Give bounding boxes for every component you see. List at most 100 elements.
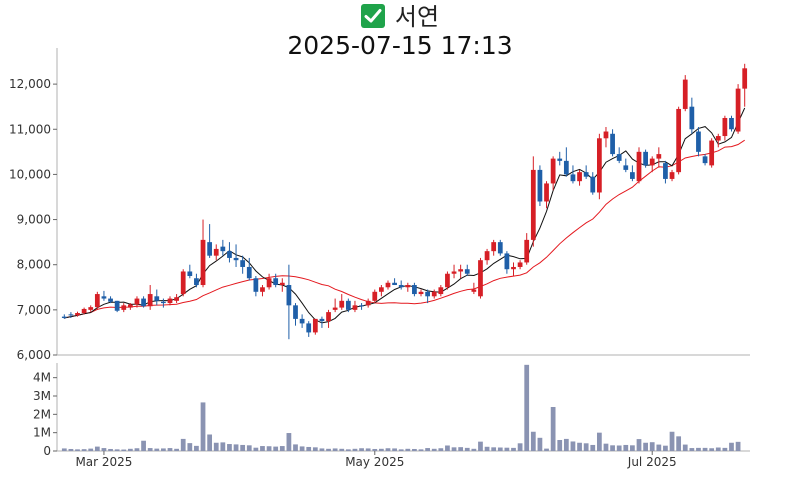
- volume-bar: [75, 449, 80, 451]
- volume-bar: [643, 442, 648, 451]
- candle-body: [286, 285, 292, 306]
- candle-body: [61, 316, 67, 318]
- candle-body: [200, 239, 206, 286]
- candle-body: [398, 285, 404, 288]
- check-mark-icon: [360, 4, 385, 28]
- volume-bar: [161, 448, 166, 451]
- candle-body: [616, 154, 622, 161]
- candle-body: [75, 313, 80, 316]
- candle-body: [167, 298, 173, 304]
- volume-bar: [438, 448, 444, 451]
- candle-body: [240, 260, 246, 267]
- candle-body: [260, 287, 265, 292]
- volume-bar: [312, 447, 318, 451]
- candle-body: [339, 300, 345, 308]
- volume-tick-label: 2M: [33, 407, 51, 421]
- volume-bar: [570, 441, 576, 451]
- volume-bar: [379, 448, 384, 451]
- candle-body: [379, 287, 384, 292]
- candle-body: [431, 291, 437, 297]
- volume-bar: [696, 447, 701, 451]
- candle-body: [246, 266, 252, 279]
- candle-body: [742, 68, 748, 89]
- volume-bar: [735, 441, 741, 451]
- candle-body: [649, 158, 655, 166]
- candle-body: [213, 248, 219, 256]
- candle-body: [596, 138, 602, 193]
- volume-bar: [319, 448, 325, 451]
- volume-bar: [253, 447, 259, 451]
- candle-body: [319, 318, 325, 322]
- price-tick-label: 12,000: [9, 77, 51, 91]
- candle-body: [544, 183, 549, 202]
- volume-bar: [246, 445, 252, 451]
- volume-bar: [326, 448, 331, 451]
- candle-body: [610, 133, 615, 155]
- candle-body: [68, 314, 74, 316]
- volume-bar: [220, 442, 226, 451]
- volume-bar: [207, 434, 213, 451]
- candle-body: [180, 271, 186, 295]
- volume-bar: [682, 444, 688, 451]
- volume-bar: [339, 448, 345, 451]
- ma-long-line: [64, 139, 745, 319]
- candle-body: [114, 300, 120, 311]
- candle-body: [557, 158, 563, 161]
- volume-bar: [630, 445, 635, 451]
- volume-bar: [227, 444, 232, 451]
- volume-bar: [583, 443, 589, 451]
- volume-bar: [260, 446, 265, 451]
- candle-body: [207, 242, 213, 256]
- candle-body: [511, 266, 516, 270]
- candle-body: [517, 262, 523, 267]
- volume-bar: [649, 442, 655, 451]
- title-line: 서연: [0, 0, 800, 34]
- volume-bar: [663, 445, 668, 451]
- candle-body: [623, 165, 629, 170]
- candle-body: [458, 269, 464, 272]
- candle-body: [127, 304, 133, 308]
- volume-tick-label: 0: [43, 444, 51, 458]
- volume-bar: [623, 444, 629, 451]
- candle-body: [372, 291, 378, 301]
- candle-body: [154, 296, 160, 301]
- volume-bar: [279, 446, 285, 451]
- volume-bar: [359, 448, 364, 451]
- candle-body: [187, 271, 193, 276]
- volume-bar: [577, 442, 582, 451]
- candle-body: [273, 278, 279, 286]
- volume-bar: [266, 446, 272, 451]
- candle-body: [702, 156, 708, 164]
- candle-body: [418, 291, 424, 295]
- volume-bar: [200, 402, 206, 451]
- candle-body: [497, 242, 503, 254]
- price-tick-label: 7,000: [17, 303, 51, 317]
- candle-body: [464, 269, 470, 274]
- ma-short-line: [64, 107, 746, 324]
- candle-body: [504, 253, 510, 270]
- candle-body: [603, 131, 609, 139]
- candle-body: [524, 239, 530, 263]
- volume-bar: [722, 447, 728, 451]
- volume-bar: [332, 448, 338, 451]
- candle-body: [147, 294, 153, 307]
- candle-body: [491, 242, 497, 252]
- volume-bar: [478, 441, 483, 451]
- candle-body: [729, 117, 734, 130]
- candle-body: [359, 305, 364, 307]
- candle-body: [696, 131, 701, 152]
- candle-body: [682, 79, 688, 109]
- volume-bar: [590, 444, 596, 451]
- candle-body: [636, 151, 642, 182]
- volume-bar: [610, 445, 615, 451]
- chart-title: 서연 2025-07-15 17:13: [0, 0, 800, 65]
- volume-bar: [471, 448, 477, 451]
- volume-bar: [517, 443, 523, 451]
- date-tick-label: Mar 2025: [75, 455, 132, 469]
- volume-bar: [464, 447, 470, 451]
- volume-bar: [213, 442, 219, 451]
- volume-bar: [524, 364, 530, 451]
- volume-bar: [544, 448, 549, 451]
- volume-bar: [398, 449, 404, 451]
- candle-body: [332, 307, 338, 310]
